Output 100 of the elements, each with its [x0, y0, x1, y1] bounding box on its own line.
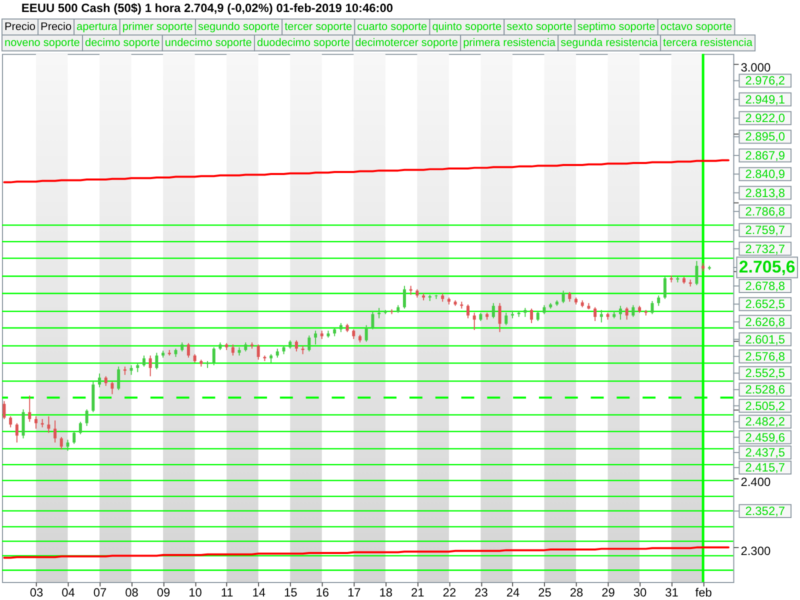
candlestick — [47, 416, 50, 434]
text: primera resistencia — [463, 36, 556, 49]
y-tick-label: 2.400 — [740, 474, 771, 489]
candlestick — [632, 304, 635, 318]
x-tick-label: 07 — [93, 585, 108, 600]
candlestick — [600, 309, 603, 323]
candlestick — [492, 302, 495, 319]
candlestick — [594, 306, 597, 322]
text: sexto soporte — [506, 21, 572, 34]
candlestick — [371, 310, 374, 330]
x-tick-label: 18 — [379, 585, 393, 600]
candlestick — [364, 324, 368, 342]
x-tick-label: 21 — [411, 585, 425, 600]
x-tick-label: 28 — [570, 585, 584, 600]
candlestick — [186, 342, 190, 358]
candlestick — [308, 335, 311, 352]
y2-tick-label: 2.759,7 — [745, 223, 786, 238]
y2-tick-label: 2.895,0 — [745, 130, 786, 144]
y2-tick-label: 2.976,2 — [745, 74, 786, 88]
chart-title: EEUU 500 Cash (50$) 1 hora 2.704,9 (-0,02%) 01-feb-2019 10:46:00 — [21, 1, 394, 16]
candlestick — [352, 328, 356, 340]
text: decimotercer soporte — [355, 36, 458, 49]
candlestick — [85, 408, 88, 426]
y2-tick-label: 2.459,6 — [745, 430, 786, 444]
x-tick-label: 11 — [220, 585, 234, 600]
candlestick — [695, 260, 698, 286]
text: tercera resistencia — [663, 36, 754, 49]
candlestick — [663, 276, 666, 300]
text: undecimo soporte — [164, 36, 252, 49]
candlestick — [72, 430, 76, 444]
candlestick — [28, 395, 32, 422]
candlestick — [78, 421, 82, 435]
y2-tick-label: 2.678,8 — [745, 278, 786, 293]
candlestick — [9, 416, 12, 428]
y2-tick-label: 2.482,2 — [745, 414, 786, 429]
candlestick — [562, 290, 565, 304]
text: decimo soporte — [85, 36, 160, 49]
y2-tick-label: 2.352,7 — [745, 504, 786, 518]
candlestick — [530, 308, 534, 324]
x-tick-label: 08 — [125, 585, 139, 600]
candlestick — [256, 344, 260, 360]
candlestick — [2, 400, 6, 420]
candlestick — [657, 295, 660, 306]
candlestick — [618, 305, 622, 320]
candlestick — [34, 416, 38, 430]
candlestick — [402, 285, 406, 310]
text: apertura — [76, 21, 118, 34]
y2-tick-label: 2.949,1 — [745, 92, 786, 106]
text: duodecimo soporte — [256, 36, 350, 49]
candlestick — [625, 306, 628, 320]
y2-tick-label: 2.840,9 — [745, 167, 786, 182]
x-tick-label: feb — [695, 585, 712, 600]
candlestick — [498, 302, 502, 333]
candlestick — [466, 304, 470, 319]
x-tick-label: 09 — [156, 585, 171, 600]
line-series — [3, 159, 730, 184]
candlestick — [568, 292, 572, 302]
y-tick-label: 2.300 — [740, 544, 771, 558]
text: octavo soporte — [660, 21, 732, 34]
text: tercer soporte — [284, 21, 352, 34]
candlestick — [136, 362, 140, 373]
candlestick — [148, 355, 152, 377]
y2-tick-label: 2.528,6 — [745, 382, 786, 397]
candlestick — [231, 344, 234, 356]
y2-tick-label: 2.867,9 — [745, 148, 786, 162]
candlestick — [504, 312, 508, 326]
y2-tick-label: 2.652,5 — [745, 297, 786, 312]
x-tick-label: 04 — [62, 585, 76, 600]
y2-tick-label: 2.786,8 — [745, 204, 786, 218]
x-tick-label: 23 — [474, 585, 488, 600]
text: Precio — [4, 21, 36, 34]
text: septimo soporte — [577, 21, 656, 34]
candlestick — [22, 408, 25, 439]
candlestick — [472, 312, 476, 331]
y2-tick-label: 2.415,7 — [745, 460, 786, 475]
x-tick-label: 25 — [538, 585, 552, 600]
text: segundo soporte — [198, 21, 280, 34]
x-tick-label: 03 — [30, 585, 44, 600]
x-tick-label: 17 — [348, 585, 362, 600]
x-tick-label: 24 — [506, 585, 520, 600]
y2-tick-label: 2.552,5 — [745, 366, 786, 380]
candlestick — [155, 352, 158, 370]
text: noveno soporte — [4, 36, 80, 49]
candlestick — [54, 420, 57, 444]
candlestick — [212, 346, 216, 366]
y2-tick-label: 2.813,8 — [745, 186, 786, 200]
y2-tick-label: 2.576,8 — [745, 349, 786, 364]
y2-tick-label: 2.626,8 — [745, 314, 786, 329]
x-tick-label: 22 — [442, 585, 456, 600]
y2-tick-label: 2.922,0 — [745, 111, 786, 126]
x-tick-label: 31 — [665, 585, 679, 600]
y2-tick-label: 2.437,5 — [745, 446, 786, 460]
x-tick-label: 10 — [188, 585, 202, 600]
x-tick-label: 15 — [284, 585, 298, 600]
candlestick — [142, 355, 146, 368]
candlestick — [536, 310, 540, 322]
y2-tick-label: 2.601,5 — [745, 332, 786, 346]
text: cuarto soporte — [357, 21, 428, 34]
candlestick — [314, 330, 318, 346]
x-tick-label: 14 — [252, 585, 266, 600]
